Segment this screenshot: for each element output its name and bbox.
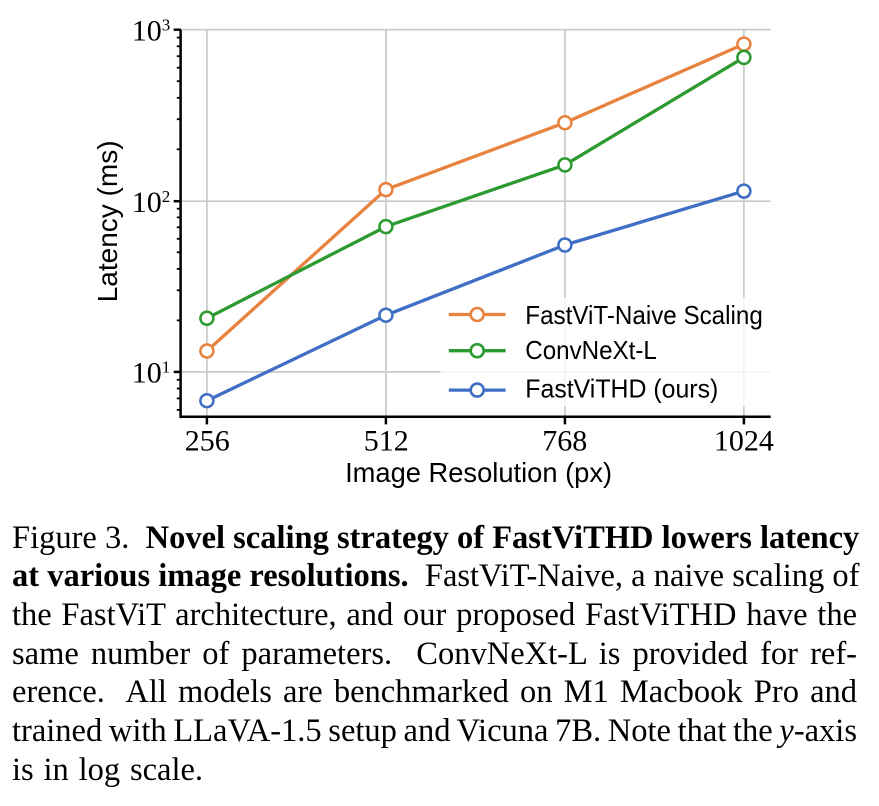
svg-text:256: 256 [185,425,230,458]
svg-text:103: 103 [132,14,171,47]
svg-text:1024: 1024 [714,425,774,458]
svg-text:Latency (ms): Latency (ms) [92,140,123,302]
svg-text:Image Resolution (px): Image Resolution (px) [345,457,612,488]
svg-text:512: 512 [364,425,409,458]
svg-text:768: 768 [542,425,587,458]
svg-text:101: 101 [132,357,171,390]
svg-text:FastViT-Naive Scaling: FastViT-Naive Scaling [525,300,763,330]
svg-text:102: 102 [132,186,171,219]
svg-text:ConvNeXt-L: ConvNeXt-L [525,335,657,365]
svg-text:FastViTHD (ours): FastViTHD (ours) [525,374,718,404]
